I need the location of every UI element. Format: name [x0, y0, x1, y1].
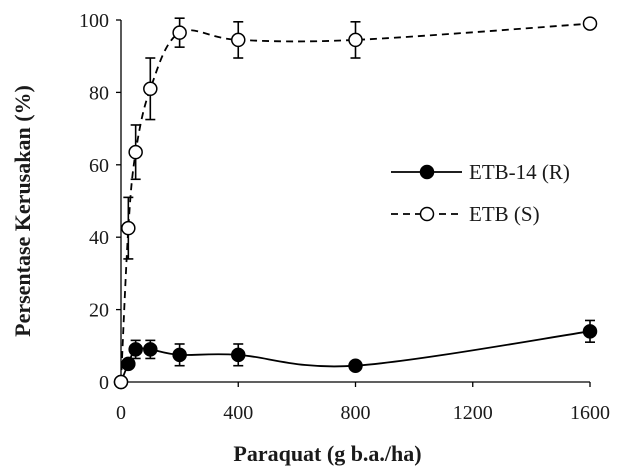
data-point-1 — [172, 25, 187, 40]
x-tick-label: 800 — [341, 402, 371, 424]
series-line-0 — [120, 330, 591, 383]
legend-label-0: ETB-14 (R) — [469, 160, 570, 184]
data-point-1 — [113, 374, 129, 390]
data-point-1 — [348, 32, 363, 48]
data-point-0 — [348, 358, 363, 373]
y-axis-title: Persentase Kerusakan (%) — [10, 85, 35, 337]
y-tick-label: 20 — [89, 300, 109, 322]
data-point-1 — [121, 220, 136, 236]
legend-label-1: ETB (S) — [469, 202, 540, 226]
data-point-0 — [231, 347, 246, 363]
data-point-0 — [172, 347, 187, 363]
x-tick-label: 400 — [223, 402, 253, 424]
data-point-0 — [121, 356, 136, 372]
data-point-0 — [143, 342, 158, 357]
data-point-1 — [143, 81, 158, 97]
x-tick-label: 0 — [116, 402, 126, 424]
y-tick-label: 60 — [89, 155, 109, 177]
y-tick-label: 0 — [99, 372, 109, 394]
legend: ETB-14 (R) ETB (S) — [391, 160, 570, 226]
x-tick-label: 1600 — [570, 402, 610, 424]
data-point-1 — [128, 144, 143, 160]
data-point-1 — [582, 16, 598, 31]
y-tick-label: 80 — [89, 82, 109, 104]
axes — [116, 19, 591, 387]
series-group — [113, 16, 598, 390]
y-tick-label: 40 — [89, 227, 109, 249]
legend-marker-0 — [419, 164, 435, 180]
data-point-1 — [231, 32, 246, 48]
legend-marker-1 — [419, 206, 435, 222]
y-tick-label: 100 — [79, 10, 109, 32]
tick-labels: 0 20 40 60 80 100 0 400 800 1200 1600 — [79, 10, 610, 424]
data-point-0 — [128, 342, 143, 357]
x-tick-label: 1200 — [453, 402, 493, 424]
data-point-0 — [582, 324, 598, 339]
x-axis-title: Paraquat (g b.a./ha) — [233, 441, 421, 466]
